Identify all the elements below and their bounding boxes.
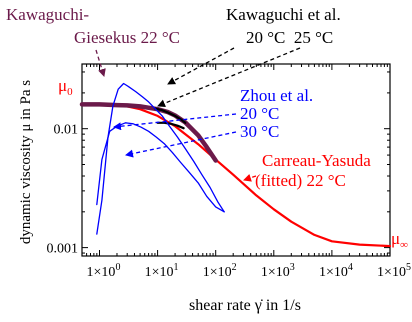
series-line-3 xyxy=(156,121,185,130)
x-tick-label: 1×103 xyxy=(261,262,295,280)
zhou-label-line3: 30 °C xyxy=(240,122,279,141)
zhou-label-line1: Zhou et al. xyxy=(240,86,313,105)
kaw-25-arrow xyxy=(157,47,301,108)
x-tick-label: 1×102 xyxy=(203,262,237,280)
series-line-4 xyxy=(96,82,225,235)
kg-arrow xyxy=(95,49,106,77)
zhou-label-line2: 20 °C xyxy=(240,104,279,123)
x-tick-label: 1×105 xyxy=(377,262,411,280)
kaw-label-line2: 20 °C 25 °C xyxy=(246,28,333,47)
muinf-label: μ∞ xyxy=(391,229,408,251)
plot-frame xyxy=(81,63,391,257)
x-tick-label: 1×101 xyxy=(145,262,179,280)
y-tick-label: 0.01 xyxy=(54,123,79,138)
zhou-30-arrow xyxy=(125,131,237,158)
y-axis-label: dynamic viscosity μ in Pa s xyxy=(18,80,34,244)
x-axis-label: shear rate γ̇ in 1/s xyxy=(189,297,301,314)
kaw-label-line1: Kawaguchi et al. xyxy=(226,5,341,24)
series-line-2 xyxy=(153,107,187,124)
cy-label-line1: Carreau-Yasuda xyxy=(262,151,371,170)
cy-label-line2: (fitted) 22 °C xyxy=(255,171,346,190)
x-tick-label: 1×104 xyxy=(319,262,353,280)
cy-arrow xyxy=(243,173,257,182)
y-tick-label: 0.001 xyxy=(47,242,79,257)
ticks-layer: 1×100 1×101 1×102 1×103 1×104 1×105 0.001 0.01 xyxy=(47,64,411,280)
mu0-label: μ0 xyxy=(58,76,73,98)
x-tick-label: 1×100 xyxy=(87,262,121,280)
kaw-20-arrow xyxy=(167,47,235,85)
kg-label-line1: Kawaguchi- xyxy=(6,5,89,24)
series-line-5 xyxy=(96,122,225,213)
kg-label-line2: Giesekus 22 °C xyxy=(74,28,180,47)
